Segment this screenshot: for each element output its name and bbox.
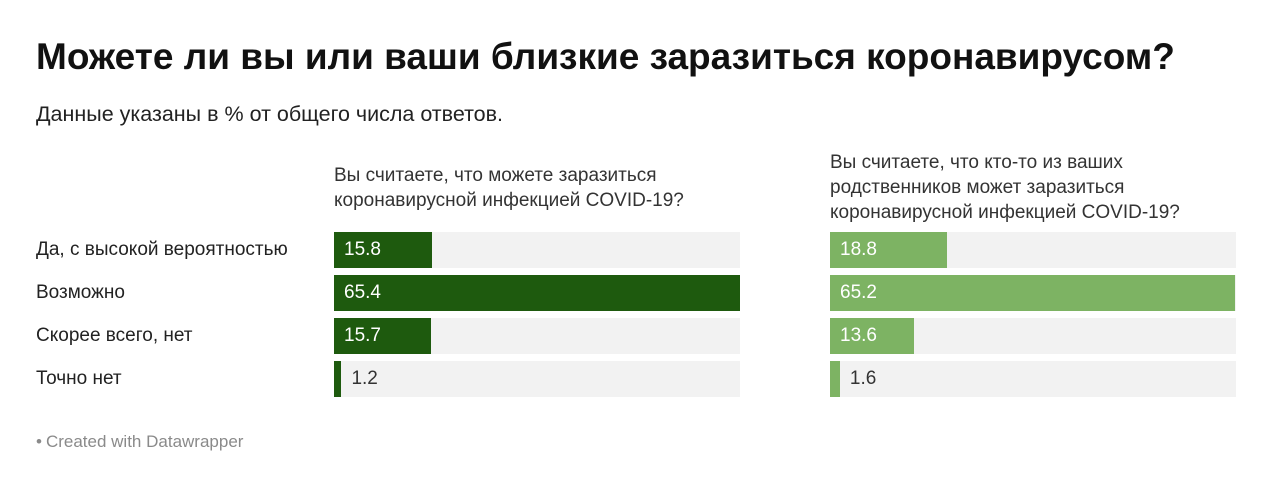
bar-value-label: 13.6	[840, 325, 877, 346]
bar	[334, 275, 740, 311]
bar	[334, 361, 342, 397]
bar-value-label: 15.7	[344, 325, 381, 346]
bar	[830, 232, 947, 268]
bar-track: 65.4	[334, 275, 740, 311]
bar-value-label: 65.4	[344, 282, 381, 303]
chart-title: Можете ли вы или ваши близкие заразиться…	[36, 36, 1175, 77]
series-2-heading: Вы считаете, что кто-то из ваших родстве…	[830, 152, 1180, 223]
category-label: Да, с высокой вероятностью	[36, 239, 288, 260]
bar	[830, 275, 1235, 311]
category-label: Скорее всего, нет	[36, 325, 193, 346]
bar	[830, 318, 915, 354]
chart-subtitle: Данные указаны в % от общего числа ответ…	[36, 102, 504, 126]
bar	[334, 232, 433, 268]
bar-value-label: 1.6	[849, 368, 877, 389]
bar-value-label: 15.8	[344, 239, 381, 260]
series-1-heading: Вы считаете, что можете заразиться корон…	[334, 165, 684, 211]
bar-value-label: 65.2	[840, 282, 877, 303]
bar-track: 15.7	[334, 318, 740, 354]
category-label: Точно нет	[36, 368, 122, 389]
bar-track: 18.8	[830, 232, 1236, 268]
bar-value-label: 1.2	[351, 368, 378, 389]
bullet-icon: •	[36, 432, 42, 451]
bar-track: 15.8	[334, 232, 740, 268]
bar-track: 1.2	[334, 361, 740, 397]
bar-track: 1.6	[830, 361, 1236, 397]
footer-credit-text: Created with Datawrapper	[45, 432, 244, 451]
bar-track: 13.6	[830, 318, 1236, 354]
category-label: Возможно	[36, 282, 125, 303]
bar-value-label: 18.8	[840, 239, 877, 260]
footer-credit: • Created with Datawrapper	[36, 432, 243, 452]
bar-track: 65.2	[830, 275, 1236, 311]
bar	[334, 318, 432, 354]
bar	[830, 361, 840, 397]
